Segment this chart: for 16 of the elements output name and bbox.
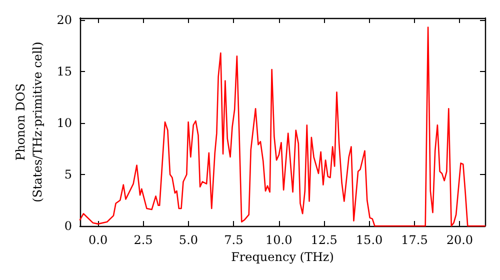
y-tick-label: 10 <box>56 116 72 130</box>
y-tick-label: 5 <box>64 168 72 182</box>
x-tick-label: 5.0 <box>178 233 198 247</box>
y-tick-label: 20 <box>56 13 72 28</box>
y-tick-label: 15 <box>56 64 72 79</box>
x-axis-title: Frequency (THz) <box>231 250 334 264</box>
x-tick-label: 10.0 <box>266 233 292 247</box>
y-axis-title: Phonon DOS (States/THz·primitive cell) <box>13 42 44 202</box>
x-tick-label: 17.5 <box>401 233 428 247</box>
x-tick-label: 20.0 <box>446 233 474 247</box>
x-tick-label: 12.5 <box>310 233 338 247</box>
x-tick-label: 2.5 <box>134 233 153 247</box>
x-tick-label: 7.5 <box>224 233 244 247</box>
y-tick-label: 0 <box>64 219 72 233</box>
x-tick-label: 0.0 <box>88 233 108 247</box>
x-tick-label: 15.0 <box>356 233 383 247</box>
